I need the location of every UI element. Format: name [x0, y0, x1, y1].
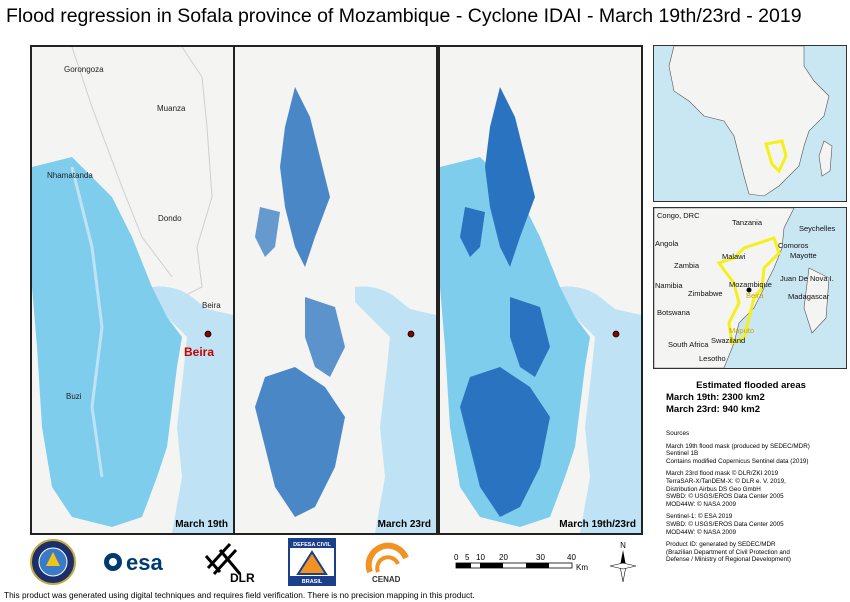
flood-map-combined	[440, 47, 641, 533]
scale-tick-10: 10	[476, 553, 485, 562]
source-line: March 19th flood mask (produced by SEDEC…	[666, 442, 810, 450]
sources-group-4: Product ID: generated by SEDEC/MDR (Braz…	[666, 541, 848, 564]
source-line: Sentinel-1: © ESA 2019	[666, 513, 733, 521]
esa-logo-text: esa	[126, 550, 163, 575]
beira-highlight-label: Beira	[184, 345, 215, 359]
scale-tick-0: 0	[454, 553, 459, 562]
inset-label-seychelles: Seychelles	[799, 224, 836, 233]
inset-label-zimbabwe: Zimbabwe	[688, 289, 723, 298]
place-beira: Beira	[202, 301, 221, 310]
north-label: N	[620, 541, 626, 550]
inset-label-congo: Congo, DRC	[657, 211, 700, 220]
inset-label-south-africa: South Africa	[668, 340, 709, 349]
regional-locator-map: Congo, DRC Tanzania Seychelles Angola Co…	[653, 207, 847, 369]
source-line: MOD44W: © NASA 2009	[666, 500, 736, 508]
inset-label-lesotho: Lesotho	[699, 354, 726, 363]
civil-defense-seal-logo	[28, 538, 78, 586]
inset-label-maputo: Maputo	[729, 326, 755, 335]
source-line: Defense / Ministry of Regional Developme…	[666, 556, 791, 564]
inset-label-mayotte: Mayotte	[790, 251, 817, 260]
source-line: SWBD: © USGS/EROS Data Center 2005	[666, 520, 784, 528]
flood-map-march-19	[32, 47, 233, 533]
cenad-logo-text: CENAD	[372, 575, 401, 584]
source-line: Product ID: generated by SEDEC/MDR	[666, 541, 776, 549]
disclaimer-footer: This product was generated using digital…	[4, 590, 475, 600]
inset-label-beira: Beira	[746, 291, 764, 300]
scale-tick-20: 20	[499, 553, 508, 562]
defesa-logo-top-text: DEFESA CIVIL	[293, 542, 331, 548]
inset-label-zambia: Zambia	[674, 261, 700, 270]
sources-group-2: March 23rd flood mask © DLR/ZKI 2019 Ter…	[666, 470, 848, 508]
inset-label-tanzania: Tanzania	[732, 218, 763, 227]
source-line: Sentinel 1B	[666, 450, 699, 458]
map-panel-march-19-23: March 19th/23rd	[438, 45, 643, 535]
map-panel-march-23: March 23rd	[233, 45, 438, 535]
source-line: SWBD: © USGS/EROS Data Center 2005	[666, 493, 784, 501]
flood-map-march-23	[235, 47, 436, 533]
place-dondo: Dondo	[158, 214, 182, 223]
dlr-logo-text: DLR	[230, 571, 255, 585]
inset-label-malawi: Malawi	[722, 252, 746, 261]
sources-heading: Sources	[666, 430, 690, 437]
inset-label-madagascar: Madagascar	[788, 292, 830, 301]
scale-tick-30: 30	[536, 553, 545, 562]
inset-label-botswana: Botswana	[657, 308, 690, 317]
defesa-logo-bottom-text: BRASIL	[302, 579, 323, 585]
scale-tick-5: 5	[465, 553, 470, 562]
source-line: TerraSAR-X/TanDEM-X: © DLR e. V. 2019,	[666, 477, 786, 485]
place-buzi: Buzi	[66, 392, 82, 401]
map-title: Flood regression in Sofala province of M…	[6, 5, 802, 27]
sources-group-1: March 19th flood mask (produced by SEDEC…	[666, 443, 848, 466]
place-muanza: Muanza	[157, 104, 186, 113]
panel-date-label: March 19th/23rd	[559, 519, 636, 530]
estimated-march-19: March 19th: 2300 km2	[666, 392, 765, 403]
inset-label-juan-de-nova: Juan De Nova I.	[780, 274, 834, 283]
scale-unit: Km	[576, 563, 588, 572]
inset-label-comoros: Comoros	[778, 241, 809, 250]
place-nhamatanda: Nhamatanda	[47, 171, 93, 180]
scale-bar: 0 5 10 20 30 40 Km	[452, 552, 594, 582]
estimated-march-23: March 23rd: 940 km2	[666, 404, 760, 415]
defesa-civil-logo: DEFESA CIVIL BRASIL	[288, 538, 336, 586]
source-line: March 23rd flood mask © DLR/ZKI 2019	[666, 470, 779, 478]
panel-date-label: March 19th	[175, 519, 228, 530]
cenad-logo: CENAD	[362, 538, 432, 586]
scale-tick-40: 40	[567, 553, 576, 562]
source-line: Distribution Airbus DS Geo GmbH	[666, 485, 761, 493]
source-line: MOD44W: © NASA 2009	[666, 528, 736, 536]
sources-group-3: Sentinel-1: © ESA 2019 SWBD: © USGS/EROS…	[666, 513, 848, 536]
map-panel-march-19: Gorongoza Muanza Nhamatanda Dondo Beira …	[30, 45, 235, 535]
dlr-logo: DLR	[200, 538, 262, 586]
inset-label-namibia: Namibia	[655, 281, 683, 290]
sources-block: Sources March 19th flood mask (produced …	[666, 430, 848, 569]
inset-label-mozambique: Mozambique	[729, 280, 772, 289]
panel-date-label: March 23rd	[377, 519, 431, 530]
estimated-areas-heading: Estimated flooded areas	[696, 380, 806, 391]
source-line: (Brazilian Department of Civil Protectio…	[666, 548, 790, 556]
north-arrow: N	[608, 540, 638, 586]
estimated-flood-areas: Estimated flooded areas March 19th: 2300…	[656, 380, 846, 416]
place-gorongoza: Gorongoza	[64, 65, 104, 74]
inset-label-angola: Angola	[655, 239, 679, 248]
esa-logo: esa	[100, 538, 180, 586]
source-line: Contains modified Copernicus Sentinel da…	[666, 457, 809, 465]
inset-label-swaziland: Swaziland	[711, 336, 746, 345]
africa-locator-map	[653, 45, 847, 202]
